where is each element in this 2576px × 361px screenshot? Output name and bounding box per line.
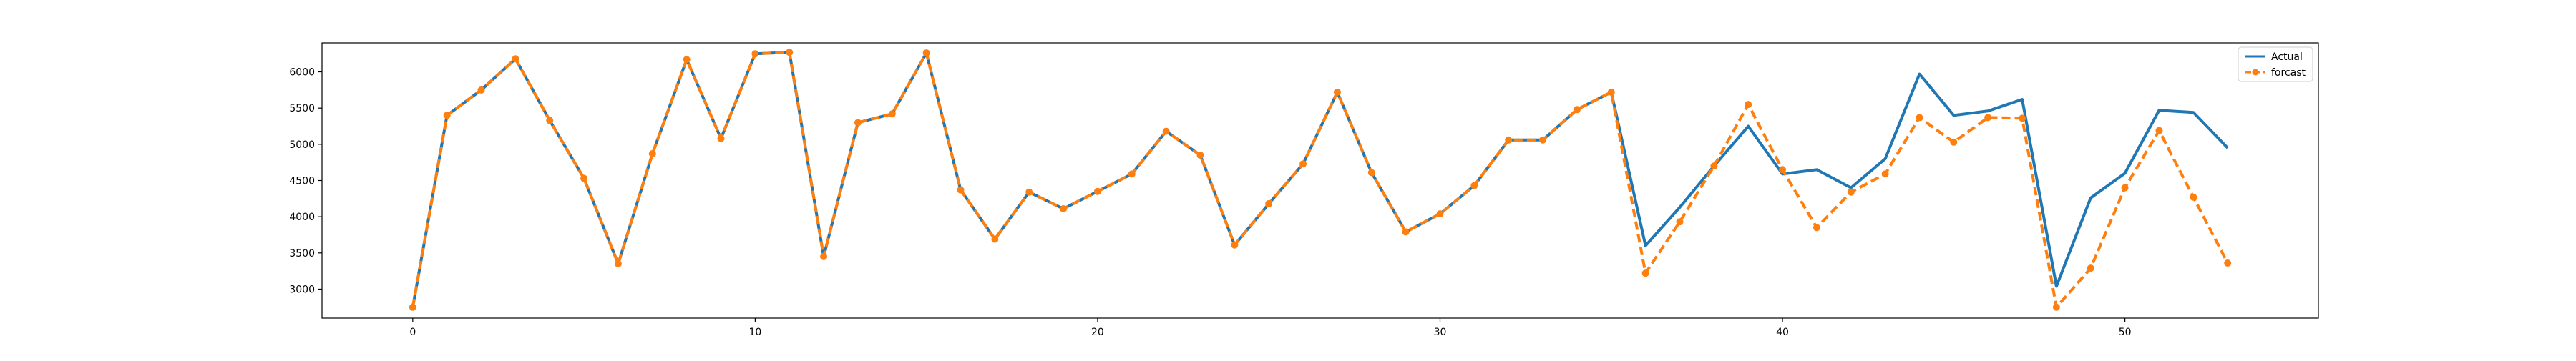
data-point-forcast-50 [2121, 184, 2129, 192]
y-tick-label-3500: 3500 [289, 248, 315, 259]
data-point-forcast-31 [1470, 182, 1478, 189]
data-point-forcast-21 [1128, 170, 1136, 178]
plot-area-background [322, 43, 2318, 318]
data-point-forcast-40 [1779, 166, 1787, 174]
data-point-forcast-32 [1505, 136, 1513, 144]
x-tick-label-20: 20 [1091, 327, 1104, 338]
data-point-forcast-10 [751, 50, 759, 58]
data-point-forcast-37 [1676, 218, 1684, 226]
data-point-forcast-22 [1162, 127, 1170, 135]
legend: Actual forcast [2238, 46, 2313, 82]
data-point-forcast-12 [820, 252, 828, 260]
y-tick-label-5500: 5500 [289, 103, 315, 114]
data-point-forcast-33 [1539, 136, 1547, 144]
y-tick-label-3000: 3000 [289, 284, 315, 295]
data-point-forcast-52 [2190, 193, 2197, 201]
data-point-forcast-41 [1813, 224, 1820, 232]
legend-label-actual: Actual [2271, 51, 2303, 63]
data-point-forcast-2 [477, 86, 485, 94]
data-point-forcast-9 [717, 134, 725, 142]
data-point-forcast-20 [1093, 187, 1101, 195]
data-point-forcast-43 [1881, 170, 1889, 178]
data-point-forcast-8 [683, 56, 691, 64]
data-point-forcast-42 [1847, 188, 1855, 196]
data-point-forcast-7 [648, 150, 656, 158]
x-tick-label-10: 10 [748, 327, 761, 338]
data-point-forcast-5 [580, 174, 588, 182]
data-point-forcast-44 [1916, 114, 1923, 122]
data-point-forcast-24 [1231, 241, 1239, 249]
y-tick-label-4500: 4500 [289, 176, 315, 187]
data-point-forcast-36 [1641, 269, 1649, 277]
series-line-forcast [411, 51, 2229, 309]
data-point-forcast-27 [1333, 88, 1341, 96]
data-point-forcast-6 [614, 260, 622, 268]
data-point-forcast-15 [922, 49, 930, 57]
data-point-forcast-29 [1402, 228, 1410, 236]
x-axis: 0 10 20 30 40 50 [409, 318, 2132, 338]
data-point-forcast-28 [1367, 169, 1375, 177]
y-tick-label-6000: 6000 [289, 67, 315, 79]
y-tick-label-5000: 5000 [289, 139, 315, 151]
data-point-forcast-16 [957, 186, 965, 194]
data-point-forcast-1 [443, 112, 451, 119]
legend-label-forcast: forcast [2271, 67, 2306, 79]
data-point-forcast-47 [2019, 114, 2026, 122]
data-point-forcast-46 [1984, 114, 1992, 122]
data-point-forcast-0 [409, 303, 416, 311]
y-tick-label-4000: 4000 [289, 212, 315, 223]
data-point-forcast-23 [1196, 152, 1204, 159]
data-point-forcast-13 [854, 119, 862, 127]
data-point-forcast-17 [991, 235, 999, 243]
data-point-forcast-26 [1299, 160, 1307, 168]
data-point-forcast-19 [1060, 205, 1068, 213]
data-point-forcast-38 [1710, 162, 1718, 170]
data-point-forcast-25 [1265, 199, 1273, 207]
data-point-forcast-49 [2087, 264, 2094, 272]
x-tick-label-0: 0 [409, 327, 416, 338]
data-point-forcast-3 [512, 55, 519, 63]
data-point-forcast-35 [1607, 88, 1615, 96]
x-tick-label-50: 50 [2119, 327, 2132, 338]
data-point-forcast-4 [546, 117, 554, 124]
plot-frame [321, 42, 2319, 319]
data-point-forcast-34 [1573, 106, 1581, 114]
series-layer [409, 49, 2232, 311]
data-point-forcast-51 [2155, 127, 2163, 134]
data-point-forcast-18 [1025, 188, 1033, 196]
data-point-forcast-11 [786, 49, 794, 56]
x-tick-label-30: 30 [1434, 327, 1447, 338]
data-point-forcast-48 [2052, 303, 2060, 311]
data-point-forcast-39 [1745, 101, 1752, 109]
data-point-forcast-30 [1436, 210, 1444, 218]
x-tick-label-40: 40 [1776, 327, 1789, 338]
data-point-forcast-14 [888, 110, 896, 118]
y-axis: 3000 3500 4000 4500 5000 5500 6000 [289, 67, 322, 295]
data-point-forcast-53 [2224, 259, 2232, 267]
legend-marker-forcast [2252, 69, 2259, 76]
data-point-forcast-45 [1950, 138, 1958, 146]
